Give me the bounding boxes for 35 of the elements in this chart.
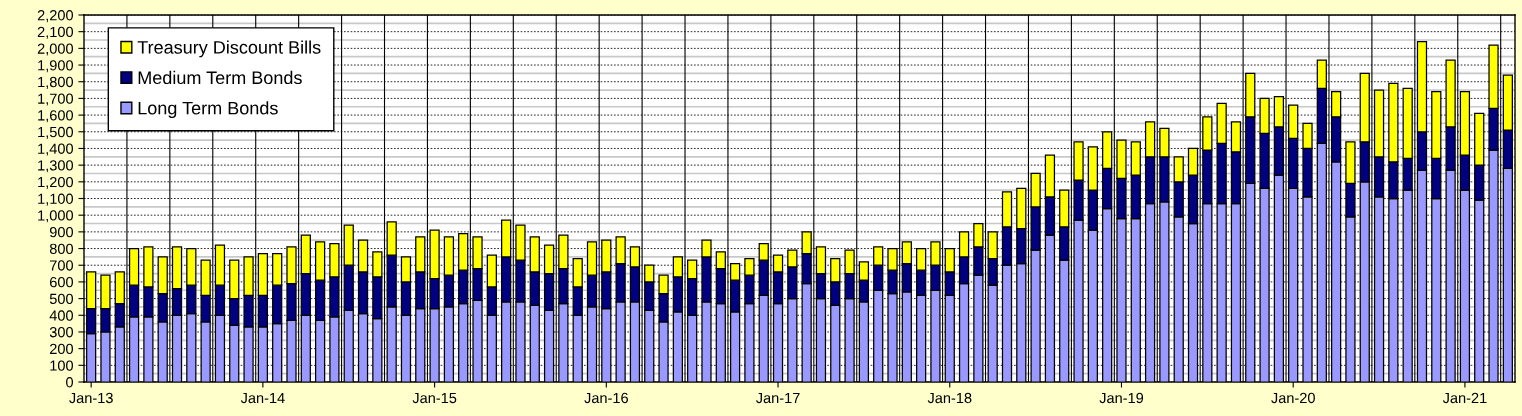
y-tick-label: 1,100: [38, 193, 74, 206]
y-tick-label: 700: [50, 260, 74, 271]
y-tick-label: 300: [49, 327, 74, 338]
y-tick-label: 200: [49, 343, 74, 355]
x-tick-label: Jan-17: [755, 392, 800, 404]
y-tick-label: 100: [50, 360, 74, 371]
y-tick-label: 1,200: [38, 176, 74, 189]
x-tick-label: Jan-19: [1099, 392, 1144, 404]
y-tick-label: 400: [49, 310, 74, 321]
legend-label: Treasury Discount Bills: [137, 40, 321, 58]
y-tick-label: 2,000: [37, 43, 74, 56]
y-tick-label: 1,300: [38, 160, 74, 173]
y-tick-label: 1,800: [38, 76, 74, 89]
legend-label: Long Term Bonds: [138, 101, 278, 119]
y-tick-label: 0: [66, 377, 74, 388]
y-tick-label: 1,900: [38, 60, 74, 73]
y-tick-label: 800: [49, 243, 74, 254]
x-tick-label: Jan-16: [584, 392, 628, 404]
x-tick-label: Jan-20: [1271, 392, 1315, 404]
y-tick-label: 1,400: [38, 143, 74, 156]
y-tick-label: 500: [49, 293, 74, 305]
y-tick-label: 1,600: [38, 110, 74, 123]
x-tick-label: Jan-13: [69, 392, 113, 404]
y-tick-label: 1,500: [38, 126, 74, 139]
y-tick-label: 2,100: [37, 26, 74, 39]
y-tick-label: 2,200: [37, 10, 74, 23]
x-tick-label: Jan-21: [1442, 392, 1487, 404]
x-tick-label: Jan-18: [927, 392, 972, 404]
y-tick-label: 900: [49, 226, 74, 238]
x-tick-label: Jan-15: [412, 392, 457, 404]
x-tick-label: Jan-14: [240, 392, 285, 404]
y-tick-label: 1,000: [38, 210, 74, 223]
y-tick-label: 1,700: [38, 93, 74, 106]
y-tick-label: 600: [49, 277, 74, 288]
legend-label: Medium Term Bonds: [138, 70, 302, 85]
